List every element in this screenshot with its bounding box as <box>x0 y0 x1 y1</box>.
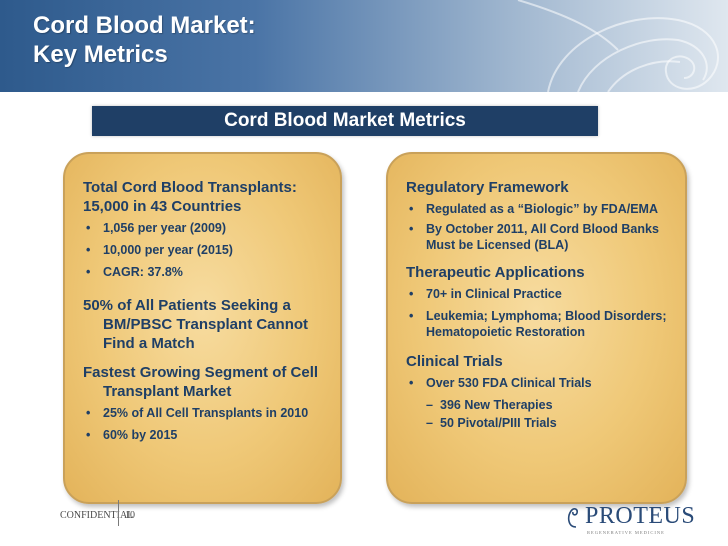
list-item: 10,000 per year (2015) <box>83 242 326 258</box>
list-item: 60% by 2015 <box>83 427 326 443</box>
list-item: CAGR: 37.8% <box>83 264 326 280</box>
logo-spiral-icon <box>567 508 578 528</box>
list-item: Over 530 FDA Clinical Trials <box>406 375 671 391</box>
therapeutic-heading: Therapeutic Applications <box>406 264 585 281</box>
list-item: 70+ in Clinical Practice <box>406 286 671 302</box>
list-item: 25% of All Cell Transplants in 2010 <box>83 405 326 421</box>
growth-heading: Fastest Growing Segment of Cell Transpla… <box>83 364 319 400</box>
list-item: 1,056 per year (2009) <box>83 220 326 236</box>
confidential-label: CONFIDENTIAL <box>60 510 134 521</box>
regulatory-heading: Regulatory Framework <box>406 179 569 196</box>
transplants-heading: Total Cord Blood Transplants: 15,000 in … <box>83 179 297 215</box>
list-item: By October 2011, All Cord Blood Banks Mu… <box>406 221 671 253</box>
regulatory-panel: Regulatory Framework Regulated as a “Bio… <box>386 152 687 504</box>
trials-heading: Clinical Trials <box>406 353 503 370</box>
regulatory-list: Regulated as a “Biologic” by FDA/EMA By … <box>406 201 671 253</box>
growth-list: 25% of All Cell Transplants in 2010 60% … <box>83 405 326 443</box>
slide-title-line2: Key Metrics <box>33 41 168 68</box>
sub-list-item: 50 Pivotal/PIII Trials <box>406 415 671 431</box>
logo-tagline: REGENERATIVE MEDICINE <box>587 530 665 535</box>
sub-list-item: 396 New Therapies <box>406 397 671 413</box>
company-logo: PROTEUS REGENERATIVE MEDICINE <box>565 503 705 539</box>
list-item: Regulated as a “Biologic” by FDA/EMA <box>406 201 671 217</box>
logo-wordmark: PROTEUS <box>585 503 696 529</box>
market-size-panel: Total Cord Blood Transplants: 15,000 in … <box>63 152 342 504</box>
spiral-decoration-icon <box>517 0 719 92</box>
therapeutic-list: 70+ in Clinical Practice Leukemia; Lymph… <box>406 286 671 340</box>
trials-sublist: 396 New Therapies 50 Pivotal/PIII Trials <box>406 397 671 431</box>
transplants-list: 1,056 per year (2009) 10,000 per year (2… <box>83 220 326 280</box>
trials-list: Over 530 FDA Clinical Trials <box>406 375 671 391</box>
list-item: Leukemia; Lymphoma; Blood Disorders; Hem… <box>406 308 671 340</box>
section-banner: Cord Blood Market Metrics <box>92 106 598 136</box>
title-header: Cord Blood Market: Key Metrics <box>0 0 728 92</box>
footer-divider <box>118 500 119 526</box>
match-heading: 50% of All Patients Seeking a BM/PBSC Tr… <box>83 297 309 352</box>
page-number: 10 <box>125 510 135 521</box>
slide-title-line1: Cord Blood Market: <box>33 12 256 39</box>
slide-title: Cord Blood Market: Key Metrics <box>33 11 256 69</box>
